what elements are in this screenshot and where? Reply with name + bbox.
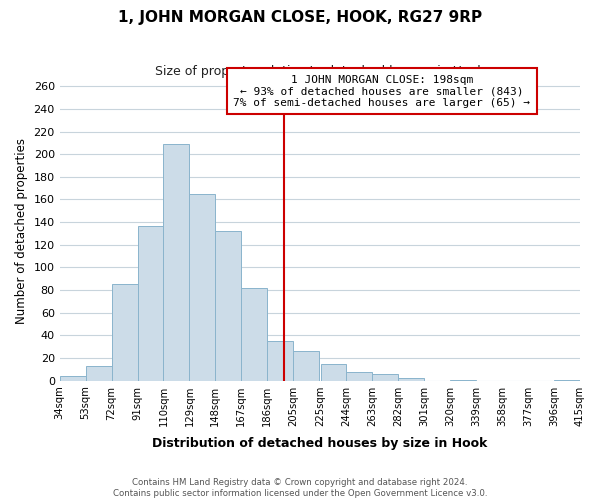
Bar (190, 194, 215, 380)
Text: 1 JOHN MORGAN CLOSE: 198sqm
← 93% of detached houses are smaller (843)
7% of sem: 1 JOHN MORGAN CLOSE: 198sqm ← 93% of det… (233, 74, 530, 108)
Text: Contains HM Land Registry data © Crown copyright and database right 2024.
Contai: Contains HM Land Registry data © Crown c… (113, 478, 487, 498)
Y-axis label: Number of detached properties: Number of detached properties (15, 138, 28, 324)
Bar (320, 364, 346, 380)
Bar (373, 374, 398, 380)
Bar (346, 372, 373, 380)
Text: 1, JOHN MORGAN CLOSE, HOOK, RG27 9RP: 1, JOHN MORGAN CLOSE, HOOK, RG27 9RP (118, 10, 482, 25)
Bar (59, 376, 86, 380)
Bar (293, 351, 319, 380)
Bar (215, 231, 241, 380)
Bar (241, 288, 267, 380)
X-axis label: Distribution of detached houses by size in Hook: Distribution of detached houses by size … (152, 437, 488, 450)
Bar (267, 341, 293, 380)
Bar (86, 366, 112, 380)
Bar (112, 284, 137, 380)
Bar (398, 378, 424, 380)
Title: Size of property relative to detached houses in Hook: Size of property relative to detached ho… (155, 65, 485, 78)
Bar (163, 144, 190, 380)
Bar (137, 226, 163, 380)
